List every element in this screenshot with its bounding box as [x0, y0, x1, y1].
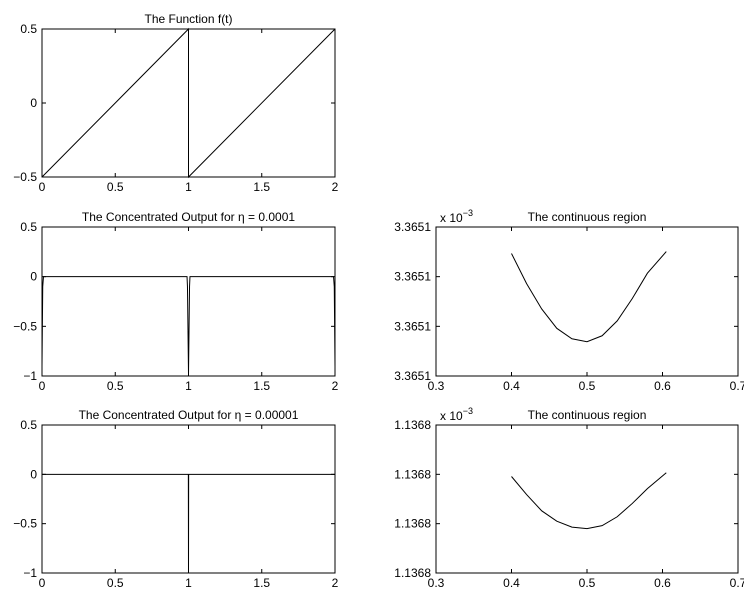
chart-title: The continuous region [528, 210, 647, 224]
x-tick-label: 0.5 [107, 576, 124, 590]
y-tick-label: 1.1368 [394, 418, 431, 432]
x-tick-label: 1 [185, 180, 192, 194]
x-tick-label: 0 [39, 379, 46, 393]
y-tick-label: −1 [23, 369, 37, 383]
x-tick-label: 2 [332, 379, 339, 393]
exponent-power: −3 [463, 406, 473, 416]
x-tick-label: 0.6 [654, 379, 671, 393]
y-tick-label: 0.5 [20, 220, 37, 234]
y-tick-label: −0.5 [13, 319, 37, 333]
panel-continuous-region-bottom: 0.3 0.4 0.5 0.6 0.7 1.1368 1.1368 1.1368 1.1368 T… [394, 406, 744, 590]
x-tick-label: 0.7 [730, 379, 744, 393]
y-tick-label: 1.1368 [394, 566, 431, 580]
series-line [511, 472, 667, 530]
y-tick-label: 0 [30, 96, 37, 110]
y-tick-label: 1.1368 [394, 467, 431, 481]
panel-concentrated-output-1e-5: 0 0.5 1 1.5 2 −1 −0.5 0 0.5 The Concentrated Outp… [13, 408, 338, 590]
series-line [41, 276, 336, 375]
x-tick-label: 1 [185, 379, 192, 393]
x-tick-label: 1.5 [253, 379, 270, 393]
axes-frame [435, 226, 739, 377]
x-tick-label: 0.3 [428, 576, 445, 590]
x-tick-label: 0.6 [654, 576, 671, 590]
x-tick-label: 0.5 [107, 379, 124, 393]
exponent-power: −3 [463, 208, 473, 218]
x-tick-label: 0.7 [730, 576, 744, 590]
x-tick-label: 0.4 [503, 379, 520, 393]
y-tick-label: −1 [23, 566, 37, 580]
x-tick-label: 1.5 [253, 180, 270, 194]
y-tick-label: 0.5 [20, 22, 37, 36]
y-tick-label: −0.5 [13, 517, 37, 531]
y-tick-label: 0.5 [20, 418, 37, 432]
x-tick-label: 0.5 [579, 576, 596, 590]
x-tick-label: 2 [332, 576, 339, 590]
y-tick-label: 3.3651 [394, 369, 431, 383]
axes-frame [435, 424, 739, 574]
series-line [511, 251, 667, 343]
panel-continuous-region-top: 0.3 0.4 0.5 0.6 0.7 3.3651 3.3651 3.3651 3.3651 T… [394, 208, 744, 393]
x-tick-label: 2 [332, 180, 339, 194]
x-tick-label: 0.3 [428, 379, 445, 393]
chart-title: The Function f(t) [144, 12, 232, 26]
y-tick-label: 0 [30, 270, 37, 284]
y-tick-label: 0 [30, 467, 37, 481]
x-tick-label: 0 [39, 180, 46, 194]
x-tick-label: 0.4 [503, 576, 520, 590]
x-tick-label: 0 [39, 576, 46, 590]
x-tick-label: 0.5 [579, 379, 596, 393]
y-tick-label: −0.5 [13, 170, 37, 184]
y-tick-label: 1.1368 [394, 517, 431, 531]
x-tick-label: 0.5 [107, 180, 124, 194]
series-line [42, 473, 335, 574]
exponent-label: x 10−3 [440, 208, 473, 225]
chart-title: The Concentrated Output for η = 0.0001 [82, 210, 295, 224]
y-tick-label: 3.3651 [394, 319, 431, 333]
series-line [41, 27, 336, 179]
chart-title: The Concentrated Output for η = 0.00001 [79, 408, 299, 422]
y-tick-label: 3.3651 [394, 270, 431, 284]
y-tick-label: 3.3651 [394, 220, 431, 234]
chart-title: The continuous region [528, 408, 647, 422]
x-tick-label: 1.5 [253, 576, 270, 590]
x-tick-label: 1 [185, 576, 192, 590]
exponent-label: x 10−3 [440, 406, 473, 423]
panel-concentrated-output-1e-4: 0 0.5 1 1.5 2 −1 −0.5 0 0.5 The Concentrated Outp… [13, 210, 338, 393]
